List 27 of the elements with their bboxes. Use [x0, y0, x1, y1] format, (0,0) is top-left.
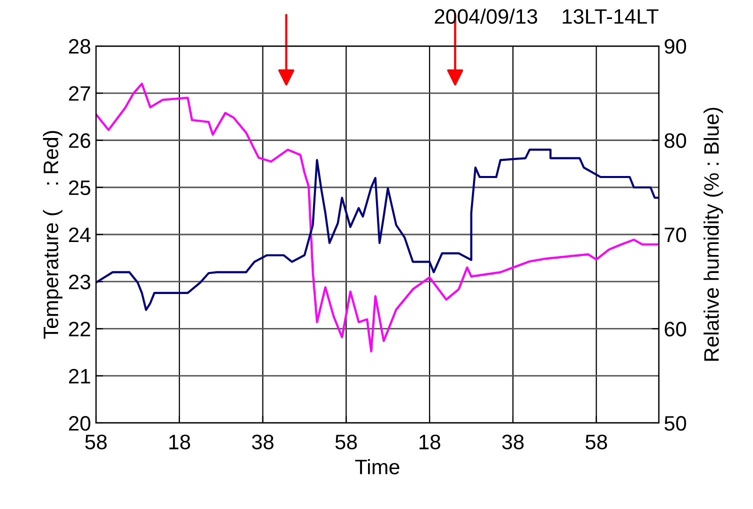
- y-tick-label: 26: [69, 133, 90, 148]
- y-axis-title: Temperature ( : Red): [43, 131, 62, 339]
- y2-tick-label: 70: [664, 228, 686, 242]
- chart-title: 2004/09/13 13LT-14LT: [434, 8, 658, 24]
- y-tick-label: 23: [69, 274, 90, 290]
- line-series: [96, 148, 659, 311]
- x-axis-title: Time: [355, 459, 400, 474]
- y-tick-label: 28: [69, 39, 90, 54]
- x-tick-label: 18: [169, 434, 190, 450]
- y2-tick-label: 60: [664, 322, 686, 336]
- x-tick-label: 38: [502, 434, 524, 450]
- line-series: [96, 82, 659, 352]
- y2-tick-label: 80: [664, 133, 686, 148]
- x-tick-label: 58: [586, 434, 608, 450]
- y-tick-label: 24: [69, 228, 91, 242]
- x-tick-label: 18: [420, 434, 440, 450]
- x-tick-label: 58: [85, 434, 107, 450]
- y2-tick-label: 90: [664, 39, 686, 54]
- y-tick-label: 20: [69, 416, 90, 431]
- y2-tick-label: 50: [664, 416, 686, 431]
- x-tick-label: 38: [252, 434, 274, 450]
- x-tick-label: 58: [335, 434, 357, 450]
- y-tick-label: 27: [69, 86, 90, 101]
- y-tick-label: 21: [69, 368, 90, 384]
- y-tick-label: 25: [69, 180, 90, 196]
- y2-axis-title: Relative humidity (% : Blue): [704, 108, 723, 361]
- y-tick-label: 22: [69, 322, 90, 336]
